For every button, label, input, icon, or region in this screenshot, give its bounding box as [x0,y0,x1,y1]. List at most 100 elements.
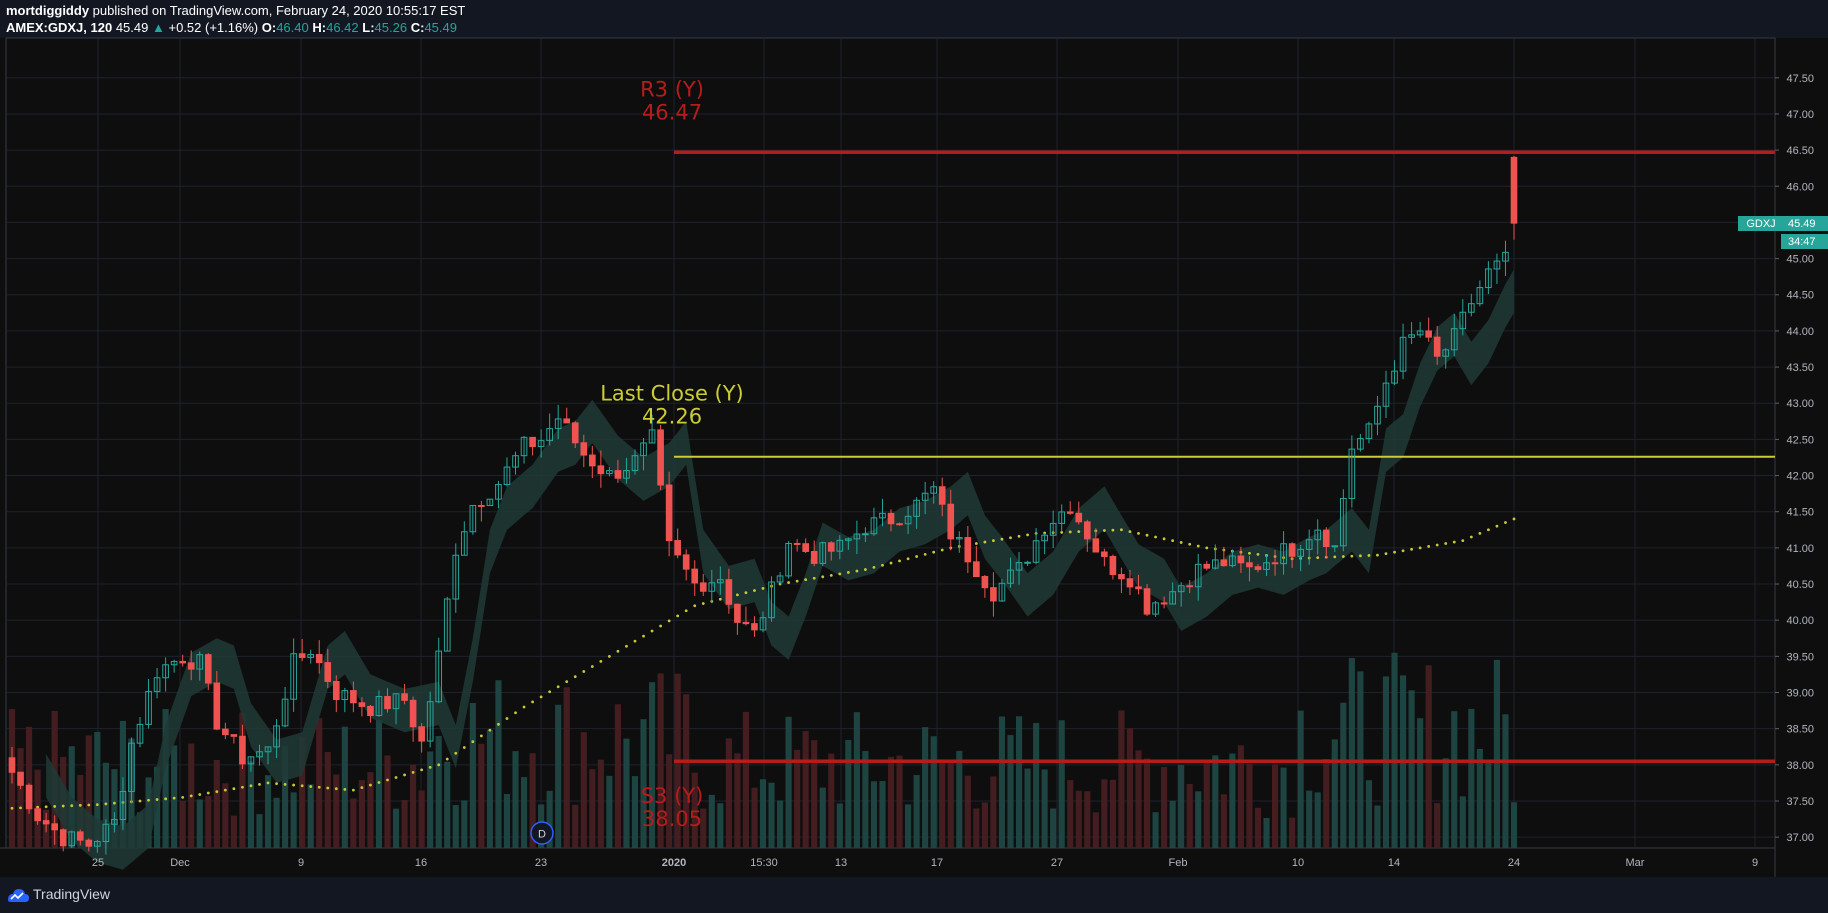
ma-dot [642,634,645,638]
price-tick-label: 42.50 [1786,434,1814,446]
candle-body [298,653,306,658]
volume-bar [1075,790,1082,848]
volume-bar [964,775,971,848]
candle-body [810,550,818,564]
candle-body [8,757,16,773]
ma-dot [923,552,927,556]
candle-body [111,818,118,825]
ma-dot [1145,533,1149,537]
price-tick-label: 46.00 [1786,181,1814,193]
candle-body [1263,562,1270,570]
time-tick-label: 9 [298,857,304,869]
candle-body [1186,585,1194,588]
candle-body [776,575,784,583]
pivot-levels [674,150,1775,763]
volume-bar [1451,711,1458,848]
candle-body [401,693,408,701]
candle-body [85,839,93,847]
tradingview-logo-icon[interactable] [6,886,30,904]
price-axis[interactable]: 47.5047.0046.5046.0045.5045.0044.5044.00… [1775,73,1814,844]
pivot-level-value: 42.26 [642,405,702,429]
volume-bar [1434,803,1441,848]
volume-bar [691,772,698,848]
ma-dot [334,787,338,791]
candle-body [153,677,161,692]
volume-bar [1015,716,1023,848]
ma-dot [445,757,449,761]
volume-bar [503,794,511,848]
time-tick-label: 10 [1292,857,1304,869]
volume-bar [222,783,229,848]
volume-bar [640,719,647,848]
candle-body [17,771,24,786]
volume-bar [896,755,903,848]
ma-dot [1358,554,1362,558]
time-tick-label: 13 [835,857,847,869]
ma-dot [1478,532,1482,535]
volume-bar [486,729,493,848]
volume-bar [264,775,272,848]
candle-body [998,582,1006,602]
candle-body [896,523,903,526]
volume-bar [947,760,954,848]
ma-dot [1077,530,1081,533]
last-price-tag [1781,216,1828,231]
volume-bar [845,740,852,848]
ma-dot [1350,554,1354,558]
volume-bar [1502,714,1509,848]
ma-dot [556,685,560,689]
symbol-tag-text: GDXJ [1746,218,1775,230]
time-tick-label: 15:30 [750,857,778,869]
candle-body [913,499,920,517]
ma-dot [462,746,466,749]
ma-dot [983,540,987,544]
candle-body [845,538,852,541]
dividend-marker-icon[interactable] [530,821,554,845]
candle-body [1007,569,1014,584]
ma-dot [804,578,808,582]
ma-dot [940,548,944,552]
ma-dot [155,798,159,801]
ma-dot [1196,544,1200,548]
candle-body [1391,370,1398,384]
candle-body [554,418,562,430]
ma-dot [932,550,936,554]
candle-body [367,705,374,716]
volume-bar [1314,792,1321,848]
candle-body [1425,330,1432,338]
candle-body [1211,559,1219,569]
candle-body [1305,539,1313,550]
volume-bar [1246,763,1253,848]
ma-dot [1452,540,1456,544]
ma-dot [539,695,543,699]
candle-body [1237,555,1245,564]
volume-bar [1263,817,1270,848]
brand-name[interactable]: TradingView [33,886,111,902]
candle-body [162,664,169,679]
candle-body [563,418,571,424]
candle-body [170,660,178,666]
candle-body [1015,562,1023,571]
candle-body [1502,251,1509,262]
price-tick-label: 37.50 [1786,796,1814,808]
ma-dot [761,586,765,590]
time-axis[interactable]: 25 Dec 9 16 23 2020 15:30 13 17 27 Feb 10 14 24 Mar 9 [92,857,1758,869]
event-marker[interactable]: D [530,821,554,845]
volume-bar [1485,759,1492,848]
candle-body [384,696,391,710]
candle-body [145,690,152,725]
ma-dot [812,576,816,580]
candle-body [930,486,937,494]
volume-bar [1348,658,1355,848]
ma-dot [223,788,227,792]
volume-bar [1161,767,1168,848]
volume-bar [239,712,246,848]
volume-bar [1442,758,1449,848]
ma-dot [505,717,509,720]
ma-dot [872,565,876,569]
volume-bar [734,753,741,848]
ma-dot [744,591,748,595]
ma-dot [1248,551,1251,555]
candle-body [571,422,579,444]
